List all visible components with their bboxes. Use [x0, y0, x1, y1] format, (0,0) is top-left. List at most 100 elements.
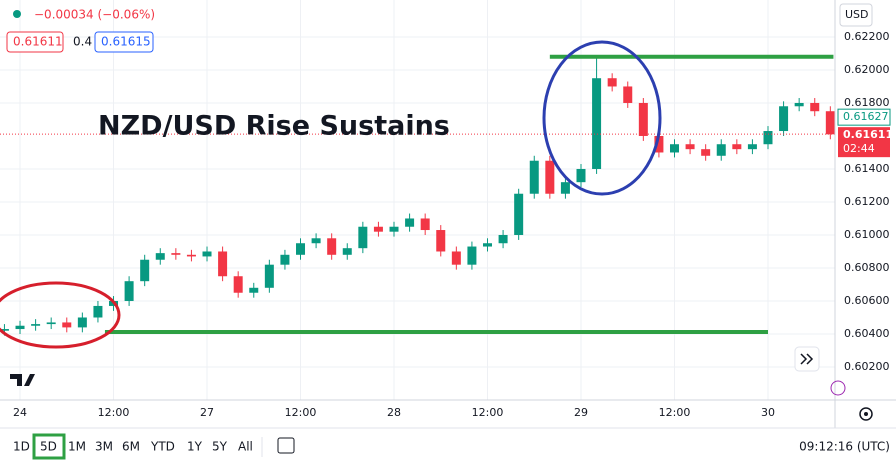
event-marker — [830, 380, 846, 396]
x-tick-label: 12:00 — [472, 406, 504, 419]
candle-body — [576, 168, 586, 183]
logo — [10, 374, 35, 386]
candle-body — [779, 106, 789, 132]
scroll-icon — [800, 353, 814, 365]
candle-body — [249, 287, 259, 293]
y-tick-label: 0.61800 — [844, 96, 890, 109]
candle-body — [498, 234, 508, 244]
candle-body — [747, 144, 757, 150]
candle-body — [46, 322, 56, 325]
range-button[interactable]: 5D — [40, 440, 57, 454]
candle-body — [389, 226, 399, 232]
candle-body — [669, 144, 679, 153]
highlight-ellipse — [0, 281, 121, 349]
change: −0.00034 (−0.06%) — [34, 8, 155, 22]
candle-body — [560, 182, 570, 194]
x-tick-label: 24 — [13, 406, 27, 419]
y-tick-label: 0.62000 — [844, 63, 890, 76]
candle-body — [280, 254, 290, 265]
ask: 0.61615 — [101, 35, 151, 49]
candle-body — [701, 149, 711, 156]
x-tick-label: 27 — [200, 406, 214, 419]
range-button[interactable]: All — [238, 440, 253, 454]
highlight-ellipse — [542, 40, 662, 196]
candle-body — [77, 317, 87, 328]
y-tick-label: 0.61400 — [844, 162, 890, 175]
candle-body — [794, 102, 804, 107]
settings-icon-center — [864, 412, 868, 416]
y-tick-label: 0.61200 — [844, 195, 890, 208]
candle-body — [638, 102, 648, 136]
x-tick-label: 12:00 — [98, 406, 130, 419]
candle-body — [623, 86, 633, 103]
candle-body — [654, 135, 664, 153]
y-tick-label: 0.60800 — [844, 261, 890, 274]
candle-body — [514, 193, 524, 235]
x-tick-label: 29 — [574, 406, 588, 419]
candle-body — [436, 230, 446, 252]
bid: 0.61611 — [13, 35, 63, 49]
candle-body — [124, 281, 134, 301]
range-button[interactable]: 6M — [122, 440, 140, 454]
range-button[interactable]: 1D — [13, 440, 30, 454]
currency-button[interactable] — [839, 3, 873, 27]
x-tick-label: 12:00 — [285, 406, 317, 419]
y-tick-label: 0.60600 — [844, 294, 890, 307]
x-tick-label: 30 — [761, 406, 775, 419]
candle-body — [233, 276, 243, 293]
candle-body — [451, 251, 461, 265]
candle-body — [420, 218, 430, 231]
range-selected — [32, 433, 66, 460]
chart-title: NZD/USD Rise Sustains — [98, 111, 450, 142]
candle-body — [327, 238, 337, 255]
candle-body — [218, 251, 228, 277]
range-button[interactable]: 1Y — [187, 440, 203, 454]
candle-body — [186, 254, 196, 257]
candle-body — [607, 78, 617, 87]
x-tick-label: 28 — [387, 406, 401, 419]
range-button[interactable]: 5Y — [212, 440, 228, 454]
x-tick-label: 12:00 — [659, 406, 691, 419]
candle-body — [342, 248, 352, 255]
candle-body — [296, 243, 306, 255]
countdown: 02:44 — [843, 142, 875, 155]
status-dot — [13, 10, 21, 18]
range-button[interactable]: 3M — [95, 440, 113, 454]
range-button[interactable]: YTD — [150, 440, 175, 454]
toolbar: 1D 5D 1M 3M 6M YTD 1Y 5Y All — [13, 433, 253, 460]
candle-body — [31, 324, 41, 326]
candle-body — [202, 251, 212, 257]
date-range-icon[interactable] — [277, 437, 295, 454]
spread: 0.4 — [73, 35, 92, 49]
candle-body — [483, 243, 493, 247]
candle-body — [685, 144, 695, 150]
currency: USD — [845, 8, 869, 21]
candle-body — [15, 325, 25, 330]
candle-body — [467, 246, 477, 265]
candle-body — [62, 322, 72, 328]
candle-body — [358, 226, 368, 249]
price-label-box — [838, 127, 890, 158]
price-label: 0.61627 — [843, 110, 889, 123]
buy-button[interactable] — [94, 31, 154, 53]
sell-button[interactable] — [6, 31, 64, 53]
y-tick-label: 0.62200 — [844, 30, 890, 43]
settings-icon[interactable] — [859, 407, 873, 421]
candle-body — [763, 131, 773, 145]
candle-body — [405, 218, 415, 227]
price-label-box — [837, 108, 891, 126]
candle-body — [264, 264, 274, 288]
range-button[interactable]: 1M — [68, 440, 86, 454]
candle-body — [592, 78, 602, 169]
candle-body — [373, 226, 383, 232]
candle-body — [825, 111, 835, 135]
candle-body — [810, 102, 820, 112]
candle-body — [155, 253, 165, 260]
y-tick-label: 0.61000 — [844, 228, 890, 241]
y-tick-label: 0.60400 — [844, 327, 890, 340]
candle-body — [0, 329, 9, 331]
candle-body — [529, 160, 539, 194]
candle-body — [716, 144, 726, 156]
